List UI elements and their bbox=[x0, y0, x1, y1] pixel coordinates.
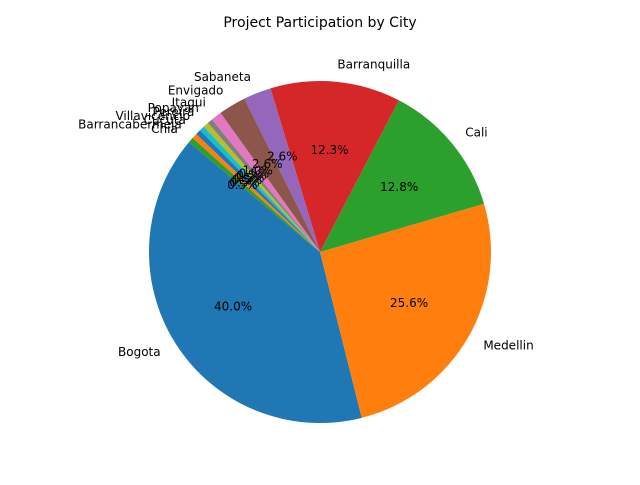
pie-slice-cali bbox=[320, 100, 485, 252]
slice-label-barranquilla: Barranquilla bbox=[337, 58, 410, 72]
pie-slice-popayan bbox=[207, 119, 320, 252]
pie-slice-envigado bbox=[220, 98, 320, 252]
pie-slice-sabaneta bbox=[244, 88, 320, 252]
pie-slice-medellin bbox=[320, 203, 491, 418]
slice-label-cali: Cali bbox=[465, 125, 487, 139]
slice-label-sabaneta: Sabaneta bbox=[194, 70, 251, 84]
pct-label-barrancabermeja: 0.5% bbox=[229, 175, 260, 189]
pie-slices bbox=[148, 80, 491, 424]
slice-labels: Bogota Medellin Cali Barranquilla SabanetaEn… bbox=[78, 58, 534, 359]
pct-label-pereira: 0.5% bbox=[236, 169, 267, 183]
slice-label-popayan: Popayan bbox=[148, 101, 199, 115]
slice-label-medellin: Medellin bbox=[483, 338, 533, 352]
slice-label-cucuta: Cucuta bbox=[144, 113, 186, 127]
slice-label-barrancabermeja: Barrancabermeja bbox=[78, 117, 182, 131]
pct-label-cali: 12.8% bbox=[380, 180, 418, 194]
slice-label-bogota: Bogota bbox=[118, 345, 161, 359]
pie-slice-cucuta bbox=[196, 130, 320, 252]
pct-label-popayan: 0.5% bbox=[239, 167, 270, 181]
pct-label-sabaneta: 2.6% bbox=[267, 150, 298, 164]
pie-slice-barrancabermeja bbox=[192, 134, 320, 252]
percent-labels: 40.0% 25.6% 12.8% 12.3% 2.6%2.6%1.0%0.5%0.5%… bbox=[214, 143, 428, 314]
slice-label-envigado: Envigado bbox=[168, 84, 224, 98]
slice-label-pereira: Pereira bbox=[153, 105, 195, 119]
slice-label-itagui: Itagui bbox=[172, 96, 206, 110]
pie-slice-villavicencio bbox=[199, 126, 320, 252]
pct-label-itagui: 1.0% bbox=[242, 163, 273, 177]
slice-label-villavicencio: Villavicencio bbox=[115, 109, 190, 123]
pie-slice-bogota bbox=[148, 142, 362, 424]
slice-label-chia: Chia bbox=[151, 122, 178, 136]
pct-label-barranquilla: 12.3% bbox=[310, 143, 348, 157]
pct-label-cucuta: 0.5% bbox=[232, 173, 263, 187]
pie-slice-itagui bbox=[211, 112, 320, 253]
pie-slice-pereira bbox=[203, 122, 320, 252]
pct-label-chia: 0.5% bbox=[227, 178, 258, 192]
pie-slice-chia bbox=[189, 138, 320, 252]
pie-slice-barranquilla bbox=[270, 80, 399, 252]
chart-title: Project Participation by City bbox=[223, 15, 416, 31]
pct-label-villavicencio: 0.5% bbox=[234, 171, 265, 185]
pct-label-bogota: 40.0% bbox=[214, 299, 252, 313]
pct-label-envigado: 2.6% bbox=[252, 157, 283, 171]
pct-label-medellin: 25.6% bbox=[390, 296, 428, 310]
